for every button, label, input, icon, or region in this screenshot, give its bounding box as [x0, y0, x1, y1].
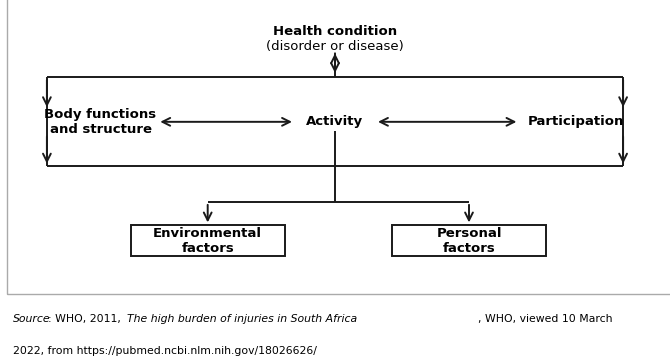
Text: (disorder or disease): (disorder or disease)	[266, 39, 404, 53]
Text: Participation: Participation	[528, 115, 624, 128]
Text: : WHO, 2011,: : WHO, 2011,	[48, 314, 124, 324]
Text: Personal
factors: Personal factors	[436, 227, 502, 255]
FancyBboxPatch shape	[392, 225, 546, 256]
Text: The high burden of injuries in South Africa: The high burden of injuries in South Afr…	[127, 314, 357, 324]
Text: Source: Source	[13, 314, 51, 324]
Text: Activity: Activity	[306, 115, 364, 128]
Text: Health condition: Health condition	[273, 25, 397, 38]
Text: 2022, from https://pubmed.ncbi.nlm.nih.gov/18026626/: 2022, from https://pubmed.ncbi.nlm.nih.g…	[13, 347, 318, 356]
Text: Body functions
and structure: Body functions and structure	[44, 108, 157, 136]
Text: Environmental
factors: Environmental factors	[153, 227, 262, 255]
FancyBboxPatch shape	[131, 225, 285, 256]
Text: , WHO, viewed 10 March: , WHO, viewed 10 March	[478, 314, 612, 324]
